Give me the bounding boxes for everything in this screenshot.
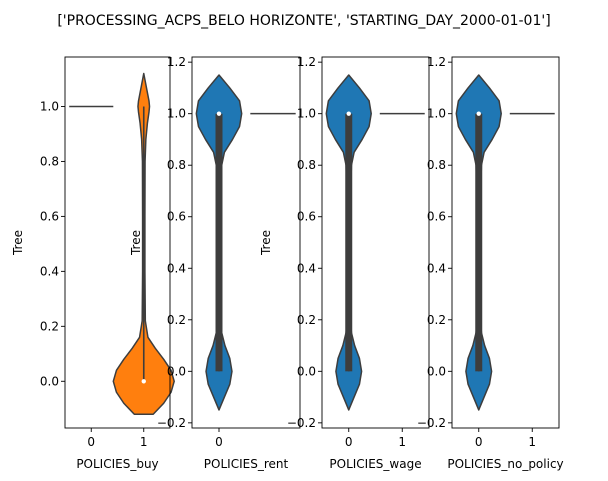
y-tick-label: 0.2 bbox=[297, 313, 316, 327]
y-tick-label: 1.0 bbox=[297, 107, 316, 121]
y-tick-label: 0.4 bbox=[297, 261, 316, 275]
axes-frame bbox=[451, 56, 560, 429]
y-tick-label: 0.6 bbox=[297, 210, 316, 224]
y-tick-label: 0.8 bbox=[427, 158, 446, 172]
y-tick-label: 0.6 bbox=[40, 209, 59, 223]
y-axis-label: Tree bbox=[259, 230, 273, 256]
y-tick-label: 0.4 bbox=[167, 261, 186, 275]
y-tick-label: 1.2 bbox=[427, 55, 446, 69]
violin-median-dot bbox=[141, 379, 146, 384]
y-tick-label: −0.2 bbox=[287, 416, 316, 430]
axes-frame bbox=[321, 56, 430, 429]
x-tick-label: 1 bbox=[140, 435, 148, 449]
y-axis-label: Tree bbox=[129, 230, 143, 256]
y-axis-label: Tree bbox=[11, 230, 25, 256]
violin-iqr-box bbox=[345, 113, 353, 372]
axes-frame bbox=[64, 56, 171, 429]
y-tick-label: 0.6 bbox=[427, 210, 446, 224]
chart-panel-2: −0.2 0.0 0.2 0.4 0.6 0.8 1.0 1.2 0 POLICIES_rent T… bbox=[129, 55, 301, 471]
x-tick-label: 0 bbox=[215, 435, 223, 449]
y-tick-label: 1.0 bbox=[40, 99, 59, 113]
y-tick-label: 0.2 bbox=[427, 313, 446, 327]
y-tick-label: 0.0 bbox=[427, 364, 446, 378]
chart-panel-4: −0.2 0.0 0.2 0.4 0.6 0.8 1.0 1.2 0 1 POLICIES_no_p… bbox=[417, 55, 564, 471]
y-tick-label: 0.4 bbox=[40, 264, 59, 278]
y-tick-label: 0.0 bbox=[40, 374, 59, 388]
y-tick-label: 0.6 bbox=[167, 210, 186, 224]
x-axis-label: POLICIES_wage bbox=[329, 457, 421, 471]
violin-median-dot bbox=[476, 111, 481, 116]
y-tick-label: 0.2 bbox=[167, 313, 186, 327]
y-tick-label: 0.0 bbox=[297, 364, 316, 378]
y-tick-label: 1.2 bbox=[167, 55, 186, 69]
violin-iqr-box bbox=[475, 113, 483, 372]
x-axis-label: POLICIES_no_policy bbox=[447, 457, 563, 471]
y-tick-label: −0.2 bbox=[417, 416, 446, 430]
x-tick-label: 1 bbox=[528, 435, 536, 449]
x-axis-label: POLICIES_rent bbox=[204, 457, 289, 471]
y-tick-label: −0.2 bbox=[157, 416, 186, 430]
x-tick-label: 1 bbox=[398, 435, 406, 449]
x-axis-label: POLICIES_buy bbox=[76, 457, 158, 471]
violin-iqr-box bbox=[215, 113, 223, 372]
y-tick-label: 1.0 bbox=[167, 107, 186, 121]
y-tick-label: 0.4 bbox=[427, 261, 446, 275]
x-tick-label: 0 bbox=[475, 435, 483, 449]
figure-suptitle: ['PROCESSING_ACPS_BELO HORIZONTE', 'STAR… bbox=[57, 13, 550, 29]
x-tick-label: 0 bbox=[87, 435, 95, 449]
y-tick-label: 1.0 bbox=[427, 107, 446, 121]
y-tick-label: 0.8 bbox=[167, 158, 186, 172]
y-tick-label: 1.2 bbox=[297, 55, 316, 69]
chart-panel-1: 0.0 0.2 0.4 0.6 0.8 1.0 0 1 POLICIES_buy Tree bbox=[11, 56, 175, 471]
violin-median-dot bbox=[346, 111, 351, 116]
chart-panel-3: −0.2 0.0 0.2 0.4 0.6 0.8 1.0 1.2 0 1 POLICIES_wage… bbox=[259, 55, 430, 471]
x-tick-label: 0 bbox=[345, 435, 353, 449]
y-tick-label: 0.8 bbox=[297, 158, 316, 172]
axes-frame bbox=[191, 56, 301, 429]
violin-median-dot bbox=[216, 111, 222, 116]
y-tick-label: 0.8 bbox=[40, 154, 59, 168]
y-tick-label: 0.2 bbox=[40, 319, 59, 333]
y-tick-label: 0.0 bbox=[167, 364, 186, 378]
